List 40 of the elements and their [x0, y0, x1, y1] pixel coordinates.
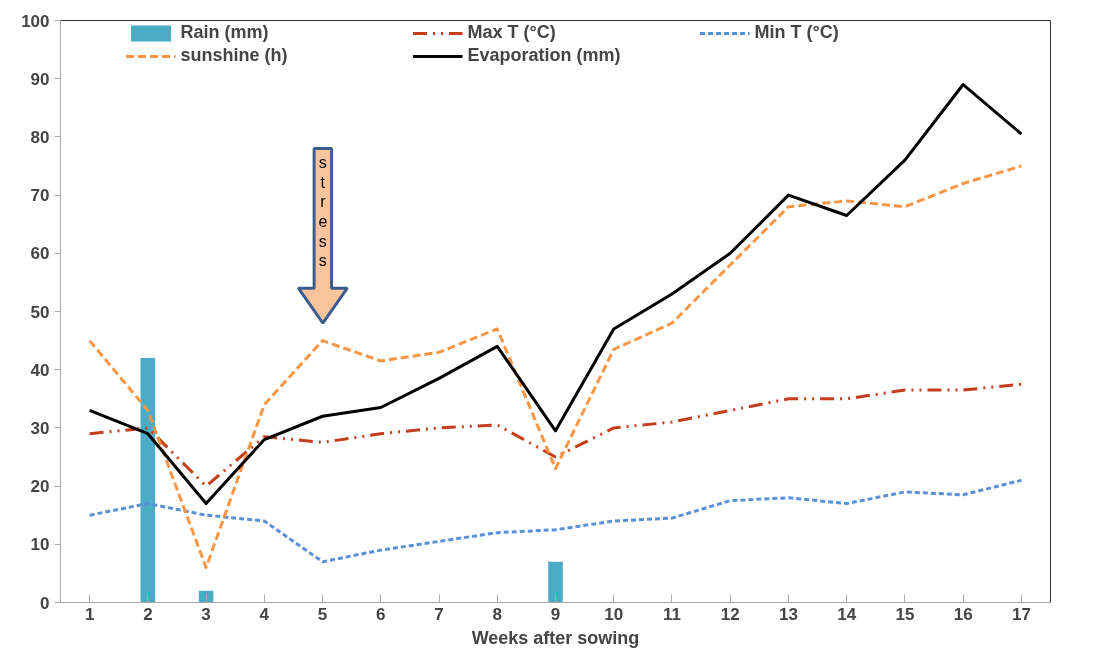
legend-label: Evaporation (mm): [467, 45, 622, 66]
x-tick-label: 10: [604, 604, 624, 624]
y-tick-label: 60: [30, 244, 50, 264]
line-series: [88, 83, 1023, 506]
line-series: [88, 478, 1023, 564]
legend-label: Max T (°C): [467, 22, 557, 43]
x-tick-label: 16: [953, 604, 973, 624]
x-tick-label: 6: [376, 604, 386, 624]
x-tick-label: 2: [143, 604, 153, 624]
x-tick-label: 9: [550, 604, 561, 624]
x-tick-label: 11: [662, 604, 681, 624]
x-tick-label: 14: [837, 604, 857, 624]
legend-label: sunshine (h): [180, 45, 289, 66]
legend-label: Rain (mm): [180, 22, 270, 43]
x-tick-label: 4: [259, 604, 270, 624]
y-tick-label: 30: [30, 418, 50, 438]
y-tick-label: 50: [30, 302, 50, 322]
x-tick-label: 7: [434, 604, 444, 624]
x-tick-label: 12: [720, 604, 740, 624]
y-tick-label: 10: [30, 535, 50, 555]
bar: [140, 358, 156, 603]
y-tick-label: 90: [30, 69, 50, 89]
x-tick-label: 3: [201, 604, 211, 624]
x-tick-label: 1: [84, 604, 95, 624]
x-tick-label: 17: [1011, 604, 1031, 624]
y-tick-label: 100: [21, 11, 50, 31]
line-series: [88, 382, 1023, 488]
x-tick-label: 15: [895, 604, 915, 624]
x-tick-label: 13: [778, 604, 798, 624]
x-tick-label: 8: [492, 604, 503, 624]
y-tick-label: 20: [30, 477, 50, 497]
bar: [548, 561, 563, 603]
x-tick-label: 5: [317, 604, 328, 624]
y-tick-label: 0: [40, 593, 50, 613]
y-tick-label: 70: [30, 186, 50, 206]
x-axis-title: Weeks after sowing: [471, 627, 640, 648]
legend-label: Min T (°C): [754, 22, 840, 43]
y-tick-label: 80: [30, 127, 50, 147]
annotation: stress: [318, 154, 328, 270]
y-tick-label: 40: [30, 360, 50, 380]
